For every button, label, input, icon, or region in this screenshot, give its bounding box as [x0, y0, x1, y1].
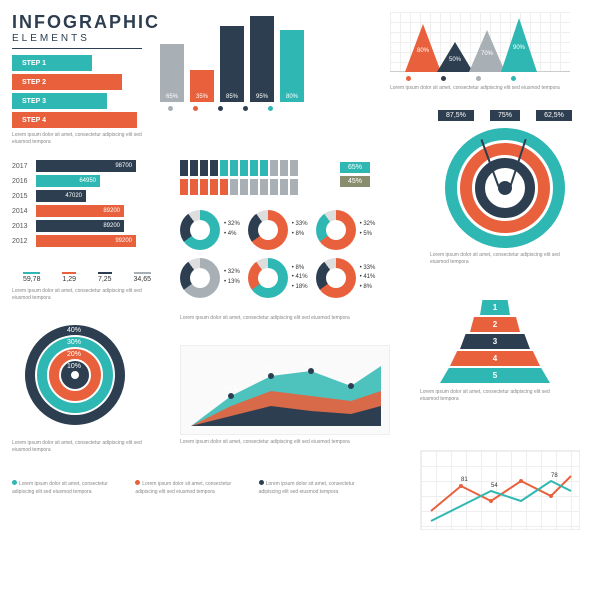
- lorem-text: Lorem ipsum dolor sit amet, consectetur …: [12, 288, 162, 301]
- step-ribbon: STEP 3: [12, 93, 107, 109]
- donut-charts: • 32%• 4%• 33%• 8%• 32%• 5%• 32%• 13%• 8…: [180, 210, 390, 298]
- person-icon: [250, 160, 258, 176]
- svg-text:82,3: 82,3: [305, 361, 317, 367]
- person-icon: [230, 160, 238, 176]
- person-icon: [260, 160, 268, 176]
- person-icon: [240, 179, 248, 195]
- step-ribbon: STEP 2: [12, 74, 122, 90]
- donut-chart: [248, 210, 288, 250]
- bar-3d: 35%: [190, 70, 214, 102]
- donut-chart: [180, 210, 220, 250]
- year-bar: 98700: [36, 160, 136, 172]
- bar-3d: 95%: [250, 16, 274, 102]
- svg-text:90%: 90%: [513, 45, 526, 51]
- concentric-chart: 40%30%20%10%: [20, 320, 130, 430]
- person-icon: [290, 179, 298, 195]
- pyramid-level: 4: [450, 351, 540, 366]
- lorem-text: Lorem ipsum dolor sit amet, consectetur …: [259, 481, 355, 495]
- bar-3d: 65%: [160, 44, 184, 102]
- pyramid-chart: 1 2 3 4 5 Lorem ipsum dolor sit amet, consec…: [420, 300, 570, 402]
- person-icon: [220, 179, 228, 195]
- radial-gauge: [445, 128, 565, 248]
- svg-text:70%: 70%: [481, 51, 494, 57]
- donut-chart: [316, 258, 356, 298]
- svg-text:81: 81: [461, 477, 468, 483]
- person-icon: [210, 179, 218, 195]
- lorem-text: Lorem ipsum dolor sit amet, consectetur …: [390, 85, 570, 92]
- lorem-text: Lorem ipsum dolor sit amet, consectetur …: [180, 315, 390, 322]
- person-icon: [270, 160, 278, 176]
- lorem-text: Lorem ipsum dolor sit amet, consectetur …: [430, 252, 580, 265]
- page-title: INFOGRAPHIC: [12, 12, 142, 33]
- person-icon: [270, 179, 278, 195]
- person-icon: [240, 160, 248, 176]
- female-pct-tag: 45%: [340, 176, 370, 187]
- year-bar: 47020: [36, 190, 86, 202]
- male-pct-tag: 65%: [340, 162, 370, 173]
- page-subtitle: ELEMENTS: [12, 33, 142, 44]
- gauge-label: 75%: [490, 110, 520, 121]
- person-icon: [210, 160, 218, 176]
- lorem-text: Lorem ipsum dolor sit amet, consectetur …: [12, 132, 142, 145]
- year-bars: 2017987002016649502015470202014892002013…: [12, 160, 162, 250]
- year-bar: 64950: [36, 175, 100, 187]
- donut-chart: [248, 258, 288, 298]
- bars-3d: 65%35%85%95%80%: [160, 12, 360, 102]
- pyramid-level: 2: [470, 317, 520, 332]
- svg-text:54: 54: [491, 483, 498, 489]
- people-chart: 65% 45%: [180, 160, 370, 198]
- person-icon: [180, 179, 188, 195]
- gauge-label: 87,5%: [438, 110, 474, 121]
- year-bar: 99200: [36, 235, 136, 247]
- donut-chart: [180, 258, 220, 298]
- bar-3d: 80%: [280, 30, 304, 102]
- lorem-text: Lorem ipsum dolor sit amet, consectetur …: [135, 481, 231, 495]
- pyramid-level: 3: [460, 334, 530, 349]
- person-icon: [280, 179, 288, 195]
- area-chart: 44,5 87,2 82,3: [180, 345, 390, 435]
- year-bar: 89200: [36, 220, 124, 232]
- step-ribbon: STEP 4: [12, 112, 137, 128]
- svg-text:87,2: 87,2: [265, 366, 277, 372]
- lorem-text: Lorem ipsum dolor sit amet, consectetur …: [12, 440, 162, 453]
- donut-chart: [316, 210, 356, 250]
- year-bar: 89200: [36, 205, 124, 217]
- pyramid-level: 5: [440, 368, 550, 383]
- line-chart: 81 54 78: [420, 450, 580, 530]
- lorem-text: Lorem ipsum dolor sit amet, consectetur …: [180, 439, 390, 446]
- person-icon: [180, 160, 188, 176]
- person-icon: [280, 160, 288, 176]
- svg-text:80%: 80%: [417, 48, 430, 54]
- person-icon: [250, 179, 258, 195]
- person-icon: [200, 179, 208, 195]
- bar-3d: 85%: [220, 26, 244, 102]
- lorem-text: Lorem ipsum dolor sit amet, consectetur …: [420, 389, 570, 402]
- person-icon: [290, 160, 298, 176]
- gauge-label: 62,5%: [536, 110, 572, 121]
- pyramid-level: 1: [480, 300, 510, 315]
- person-icon: [230, 179, 238, 195]
- step-ribbon: STEP 1: [12, 55, 92, 71]
- svg-text:44,5: 44,5: [225, 386, 237, 392]
- svg-text:50%: 50%: [449, 57, 462, 63]
- person-icon: [190, 160, 198, 176]
- person-icon: [220, 160, 228, 176]
- step-ribbons: STEP 1 STEP 2 STEP 3 STEP 4: [12, 55, 142, 128]
- person-icon: [190, 179, 198, 195]
- triangle-chart: 80% 50% 70% 90%: [390, 12, 570, 72]
- person-icon: [260, 179, 268, 195]
- svg-text:78: 78: [551, 473, 558, 479]
- person-icon: [200, 160, 208, 176]
- lorem-text: Lorem ipsum dolor sit amet, consectetur …: [12, 481, 108, 495]
